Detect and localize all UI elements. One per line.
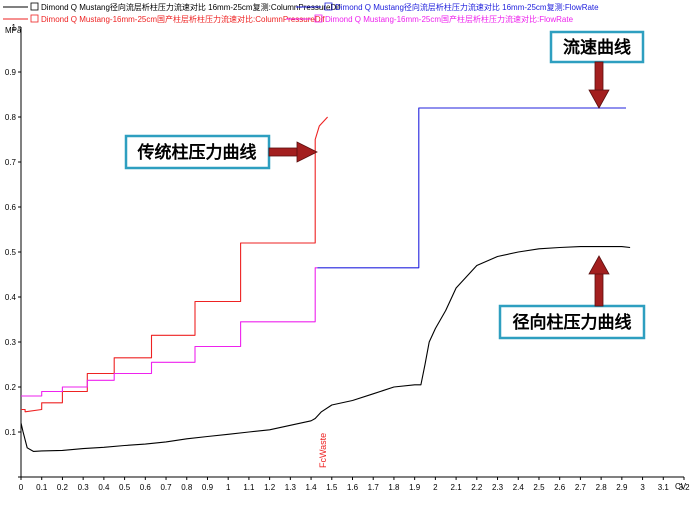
legend-box-traditional-pressure	[30, 14, 39, 23]
x-tick-label: 2.2	[471, 483, 483, 492]
callout-traditional-box	[124, 134, 271, 170]
x-tick-label: 0.1	[36, 483, 48, 492]
callout-radial-text: 径向柱压力曲线	[513, 312, 632, 333]
y-tick-label: 0.5	[5, 248, 17, 257]
series-line-traditional-flow	[21, 267, 318, 397]
y-tick-label: 0.8	[5, 113, 17, 122]
x-tick-label: 2.1	[451, 483, 463, 492]
x-tick-label: 3.2	[678, 483, 690, 492]
x-tick-label: 0.3	[78, 483, 90, 492]
legend: Dimond Q Mustang径向流层析柱压力流速对比 16mm-25cm复测…	[3, 2, 599, 24]
x-tick-label: 0.2	[57, 483, 69, 492]
y-tick-label: 0.6	[5, 203, 17, 212]
callout-traditional: 传统柱压力曲线	[124, 134, 318, 170]
x-tick-label: 2.6	[554, 483, 566, 492]
x-tick-label: 3	[640, 483, 645, 492]
fcwaste-annotation: FcWaste	[318, 433, 328, 468]
x-tick-label: 0.6	[140, 483, 152, 492]
x-tick-label: 2.7	[575, 483, 587, 492]
series-layer	[20, 107, 631, 452]
callout-traditional-text: 传统柱压力曲线	[137, 142, 257, 163]
x-tick-label: 0.4	[98, 483, 110, 492]
x-tick-label: 0.7	[160, 483, 172, 492]
x-tick-label: 2.9	[616, 483, 628, 492]
x-tick-label: 1	[226, 483, 231, 492]
x-tick-label: 1.1	[243, 483, 255, 492]
x-tick-label: 2.8	[596, 483, 608, 492]
series-line-radial-pressure	[20, 246, 631, 452]
x-tick-label: 2.4	[513, 483, 525, 492]
y-tick-label: 0.7	[5, 158, 17, 167]
legend-label-radial-flow: Dimond Q Mustang径向流层析柱压力流速对比 16mm-25cm复测…	[335, 2, 599, 12]
callout-flow-arrow	[588, 61, 610, 109]
callout-radial: 径向柱压力曲线	[498, 255, 646, 340]
x-tick-label: 1.5	[326, 483, 338, 492]
y-tick-label: 1	[12, 23, 17, 32]
callout-traditional-arrow	[268, 141, 318, 163]
x-tick-label: 2	[433, 483, 438, 492]
y-axis-ticks: 0.1 0.2 0.3 0.4 0.5 0.6 0.7 0.8 0.9 1	[5, 23, 21, 478]
x-tick-label: 1.8	[388, 483, 400, 492]
callout-radial-box	[498, 304, 646, 340]
legend-label-radial-pressure: Dimond Q Mustang径向流层析柱压力流速对比 16mm-25cm复测…	[41, 2, 341, 12]
legend-box-radial-pressure	[30, 2, 39, 11]
y-tick-label: 0.9	[5, 68, 17, 77]
x-tick-label: 1.6	[347, 483, 359, 492]
callout-flow-box	[549, 30, 645, 64]
x-tick-label: 2.5	[533, 483, 545, 492]
callout-radial-arrow	[588, 255, 610, 307]
series-line-traditional-pressure	[21, 116, 329, 413]
legend-label-traditional-flow: Dimond Q Mustang-16mm-25cm国产柱层析柱压力流速对比:F…	[325, 14, 574, 24]
callout-flow: 流速曲线	[549, 30, 645, 109]
x-tick-label: 0.5	[119, 483, 131, 492]
legend-label-traditional-pressure: Dimond Q Mustang-16mm-25cm国产柱层析柱压力流速对比:C…	[41, 14, 325, 24]
y-tick-label: 0.4	[5, 293, 17, 302]
x-axis-unit-label: CV	[675, 482, 687, 491]
x-tick-label: 1.2	[264, 483, 276, 492]
y-tick-label: 0.2	[5, 383, 17, 392]
x-tick-label: 1.3	[285, 483, 297, 492]
axes: MPa CV 0.1 0.2 0.3 0.4 0.5 0.6 0.7 0.8 0.9 1 0 0.1…	[5, 23, 690, 492]
x-tick-label: 2.3	[492, 483, 504, 492]
x-axis-ticks: 0 0.1 0.2 0.3 0.4 0.5 0.6 0.7 0.8 0.9 1 1.1 1.2 1.3 1.…	[19, 477, 690, 492]
x-tick-label: 0	[19, 483, 24, 492]
legend-box-radial-flow	[324, 2, 333, 11]
x-tick-label: 0.8	[181, 483, 193, 492]
legend-box-traditional-flow	[314, 14, 323, 23]
callout-flow-text: 流速曲线	[563, 37, 631, 58]
y-tick-label: 0.3	[5, 338, 17, 347]
y-tick-label: 0.1	[5, 428, 17, 437]
x-tick-label: 3.1	[658, 483, 670, 492]
x-tick-label: 1.4	[306, 483, 318, 492]
series-line-radial-flow	[317, 107, 626, 269]
x-tick-label: 1.7	[368, 483, 380, 492]
x-tick-label: 1.9	[409, 483, 421, 492]
x-tick-label: 0.9	[202, 483, 214, 492]
y-axis-unit-label: MPa	[5, 26, 22, 35]
